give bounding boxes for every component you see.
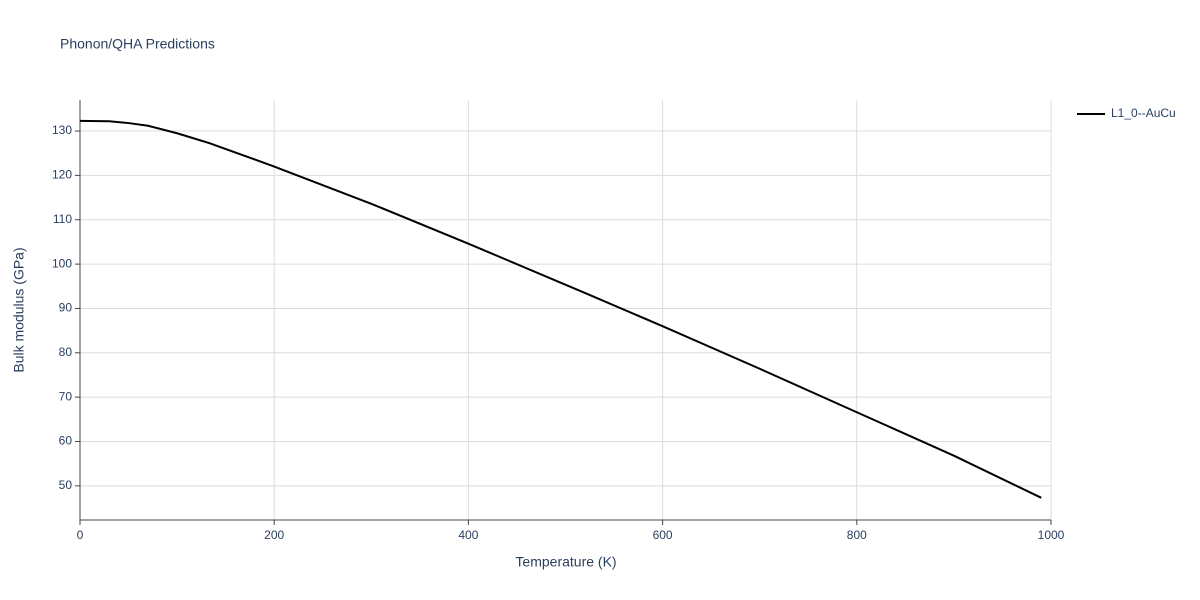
y-tick-label: 90 — [59, 301, 73, 315]
data-line — [79, 119, 1042, 499]
y-tick-label: 120 — [52, 168, 72, 182]
y-tick-label: 100 — [52, 256, 72, 270]
y-tick-label: 130 — [52, 123, 72, 137]
y-tick-label: 50 — [59, 478, 73, 492]
x-axis-title: Temperature (K) — [515, 554, 616, 570]
x-tick-label: 1000 — [1038, 528, 1065, 542]
x-tick-label: 600 — [653, 528, 673, 542]
x-tick-label: 200 — [264, 528, 284, 542]
y-tick-label: 70 — [59, 389, 73, 403]
y-tick-label: 60 — [59, 434, 73, 448]
y-tick-label: 110 — [53, 212, 72, 226]
x-tick-label: 800 — [847, 528, 867, 542]
y-tick-label: 80 — [59, 345, 73, 359]
x-tick-label: 0 — [77, 528, 84, 542]
y-axis-title: Bulk modulus (GPa) — [11, 247, 27, 372]
chart-title: Phonon/QHA Predictions — [60, 36, 215, 52]
x-tick-label: 400 — [458, 528, 478, 542]
legend-label: L1_0--AuCu — [1111, 106, 1176, 120]
